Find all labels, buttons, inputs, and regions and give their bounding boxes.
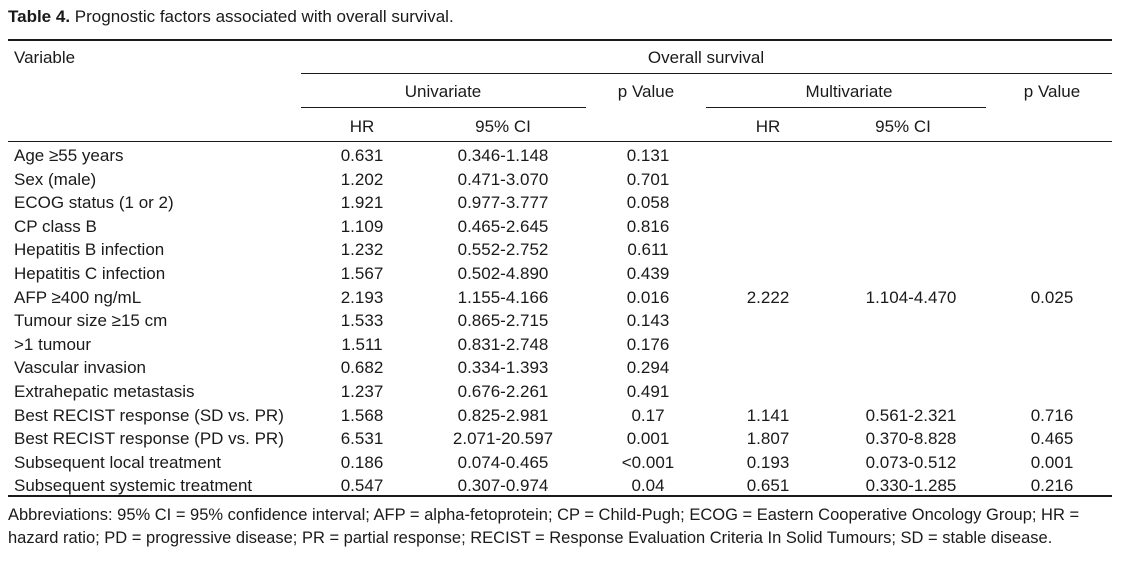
cell-uni-p: 0.611: [627, 240, 669, 260]
cell-uni-ci: 0.471-3.070: [457, 169, 549, 189]
top-rule: [8, 39, 1112, 41]
cell-multi-ci: 0.073-0.512: [865, 452, 957, 472]
cell-multi-hr: 2.222: [746, 287, 790, 307]
cell-variable: Hepatitis C infection: [14, 264, 166, 283]
cell-multi-p: 0.216: [1030, 476, 1074, 496]
table-caption-text: Prognostic factors associated with overa…: [74, 7, 454, 26]
cell-uni-ci: 0.074-0.465: [457, 452, 549, 472]
cell-variable: Subsequent local treatment: [14, 452, 221, 472]
cell-uni-ci: 0.865-2.715: [457, 311, 549, 331]
cell-multi-p: 0.001: [1030, 452, 1074, 472]
cell-variable: CP class B: [14, 216, 97, 236]
cell-variable: AFP ≥400 ng/mL: [14, 287, 142, 307]
cell-uni-ci: 0.307-0.974: [457, 476, 549, 496]
bottom-rule: [8, 495, 1112, 497]
cell-uni-hr: 0.682: [340, 358, 384, 378]
header-univariate-p-value: p Value: [617, 82, 675, 101]
cell-uni-hr: 1.921: [340, 193, 384, 213]
table-caption: Table 4. Prognostic factors associated w…: [8, 5, 454, 29]
cell-multi-ci: 0.370-8.828: [865, 429, 957, 449]
cell-uni-hr: 1.232: [340, 240, 384, 260]
cell-variable: Tumour size ≥15 cm: [14, 311, 168, 331]
cell-uni-hr: 0.547: [340, 476, 384, 496]
cell-uni-p: 0.17: [631, 405, 665, 425]
cell-multi-hr: 1.141: [746, 405, 790, 425]
header-multivariate-ci: 95% CI: [875, 117, 931, 136]
cell-variable: Extrahepatic metastasis: [14, 382, 195, 401]
cell-uni-p: 0.131: [626, 146, 670, 165]
cell-variable: ECOG status (1 or 2): [14, 193, 174, 213]
cell-multi-p: 0.716: [1030, 405, 1074, 425]
cell-uni-ci: 2.071-20.597: [452, 429, 554, 449]
cell-uni-ci: 1.155-4.166: [457, 287, 549, 307]
cell-multi-hr: 1.807: [746, 429, 790, 449]
cell-uni-hr: 6.531: [340, 429, 384, 449]
cell-uni-hr: 0.631: [340, 146, 384, 165]
cell-uni-ci: 0.825-2.981: [457, 405, 549, 425]
cell-uni-hr: 1.202: [340, 169, 384, 189]
cell-multi-p: 0.465: [1030, 429, 1074, 449]
cell-uni-p: 0.04: [631, 476, 665, 496]
univariate-rule: [301, 107, 586, 108]
cell-multi-ci: 0.330-1.285: [865, 476, 957, 496]
cell-multi-hr: 0.193: [746, 452, 790, 472]
cell-variable: Best RECIST response (PD vs. PR): [14, 429, 284, 449]
header-univariate-ci: 95% CI: [475, 117, 531, 136]
cell-variable: Vascular invasion: [14, 358, 146, 378]
cell-uni-p: 0.058: [626, 193, 670, 213]
cell-uni-ci: 0.831-2.748: [457, 334, 549, 354]
cell-uni-hr: 2.193: [340, 287, 384, 307]
cell-uni-hr: 1.109: [340, 216, 384, 236]
cell-uni-p: 0.701: [626, 169, 670, 189]
table-caption-label: Table 4.: [8, 7, 71, 26]
table-footnote: Abbreviations: 95% CI = 95% confidence i…: [8, 506, 1080, 547]
cell-uni-ci: 0.334-1.393: [457, 358, 549, 378]
cell-uni-hr: 1.533: [340, 311, 384, 331]
cell-variable: >1 tumour: [14, 334, 92, 354]
header-multivariate-p-value: p Value: [1023, 82, 1081, 101]
cell-uni-ci: 0.465-2.645: [457, 216, 549, 236]
cell-variable: Hepatitis B infection: [14, 240, 165, 260]
cell-uni-p: 0.816: [626, 216, 670, 236]
cell-uni-p: 0.143: [626, 311, 670, 331]
cell-uni-ci: 0.552-2.752: [457, 240, 549, 260]
cell-uni-p: 0.491: [626, 382, 670, 401]
cell-uni-p: 0.001: [626, 429, 670, 449]
overall-survival-rule: [301, 73, 1112, 74]
cell-variable: Sex (male): [14, 169, 97, 189]
cell-variable: Best RECIST response (SD vs. PR): [14, 405, 284, 425]
cell-uni-ci: 0.346-1.148: [457, 146, 549, 165]
cell-uni-hr: 1.568: [340, 405, 384, 425]
cell-multi-p: 0.025: [1030, 287, 1074, 307]
header-univariate-hr: HR: [349, 117, 375, 136]
cell-uni-p: 0.439: [626, 264, 670, 283]
cell-uni-hr: 1.511: [341, 334, 383, 354]
multivariate-rule: [706, 107, 986, 108]
cell-variable: Subsequent systemic treatment: [14, 476, 253, 496]
header-variable: Variable: [14, 48, 76, 67]
cell-multi-hr: 0.651: [746, 476, 790, 496]
cell-variable: Age ≥55 years: [14, 146, 124, 165]
cell-uni-hr: 1.567: [340, 264, 384, 283]
header-bottom-rule: [8, 141, 1112, 142]
cell-uni-ci: 0.676-2.261: [457, 382, 549, 401]
cell-uni-p: <0.001: [621, 452, 675, 472]
header-univariate: Univariate: [404, 82, 482, 101]
cell-multi-ci: 0.561-2.321: [865, 405, 957, 425]
cell-multi-ci: 1.104-4.470: [865, 287, 957, 307]
header-overall-survival: Overall survival: [647, 48, 765, 67]
cell-uni-ci: 0.502-4.890: [457, 264, 549, 283]
cell-uni-p: 0.176: [626, 334, 670, 354]
header-multivariate: Multivariate: [805, 82, 893, 101]
cell-uni-hr: 1.237: [340, 382, 384, 401]
cell-uni-ci: 0.977-3.777: [457, 193, 549, 213]
cell-uni-p: 0.294: [626, 358, 670, 378]
header-multivariate-hr: HR: [755, 117, 781, 136]
cell-uni-hr: 0.186: [340, 452, 384, 472]
cell-uni-p: 0.016: [626, 287, 670, 307]
